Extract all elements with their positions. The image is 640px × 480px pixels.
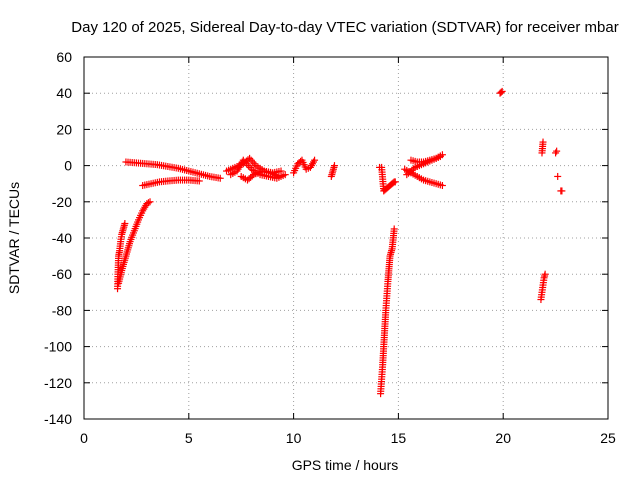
- y-tick-label: -100: [44, 339, 72, 355]
- gridlines: [84, 57, 608, 419]
- y-tick-label: -80: [52, 302, 72, 318]
- data-point: [216, 174, 224, 182]
- data-point: [498, 87, 506, 95]
- data-point: [409, 165, 417, 173]
- y-tick-label: -140: [44, 411, 72, 427]
- y-tick-label: -20: [52, 194, 72, 210]
- data-point: [311, 156, 319, 164]
- y-tick-label: -40: [52, 230, 72, 246]
- x-axis-title: GPS time / hours: [292, 457, 399, 473]
- data-point: [539, 138, 547, 146]
- x-tick-label: 10: [286, 430, 302, 446]
- y-tick-label: -60: [52, 266, 72, 282]
- x-tick-label: 5: [185, 430, 193, 446]
- data-points: [114, 87, 566, 398]
- data-point: [281, 171, 289, 179]
- y-tick-label: 40: [56, 85, 72, 101]
- data-point: [248, 172, 256, 180]
- data-point: [438, 182, 446, 190]
- x-tick-labels: 0 5 10 15 20 25: [80, 430, 616, 446]
- x-tick-label: 15: [391, 430, 407, 446]
- y-tick-labels: -140 -120 -100 -80 -60 -40 -20 0 20 40 60: [44, 49, 72, 427]
- x-tick-label: 0: [80, 430, 88, 446]
- y-axis-title: SDTVAR / TECUs: [6, 182, 22, 294]
- data-point: [497, 88, 505, 96]
- data-point: [195, 177, 203, 185]
- data-point: [554, 172, 562, 180]
- data-point: [558, 187, 566, 195]
- y-tick-label: -120: [44, 375, 72, 391]
- data-point: [541, 270, 549, 278]
- data-point: [275, 172, 283, 180]
- y-tick-label: 20: [56, 121, 72, 137]
- x-tick-label: 25: [600, 430, 616, 446]
- data-point: [144, 199, 152, 207]
- data-point: [553, 147, 561, 155]
- data-point: [436, 153, 444, 161]
- data-point: [146, 198, 154, 206]
- data-point: [391, 178, 399, 186]
- y-tick-label: 60: [56, 49, 72, 65]
- chart-title: Day 120 of 2025, Sidereal Day-to-day VTE…: [71, 19, 618, 36]
- axis-ticks: [83, 56, 609, 420]
- data-point: [390, 225, 398, 233]
- y-tick-label: 0: [64, 158, 72, 174]
- data-point: [121, 220, 129, 228]
- data-point: [330, 162, 338, 170]
- x-tick-label: 20: [495, 430, 511, 446]
